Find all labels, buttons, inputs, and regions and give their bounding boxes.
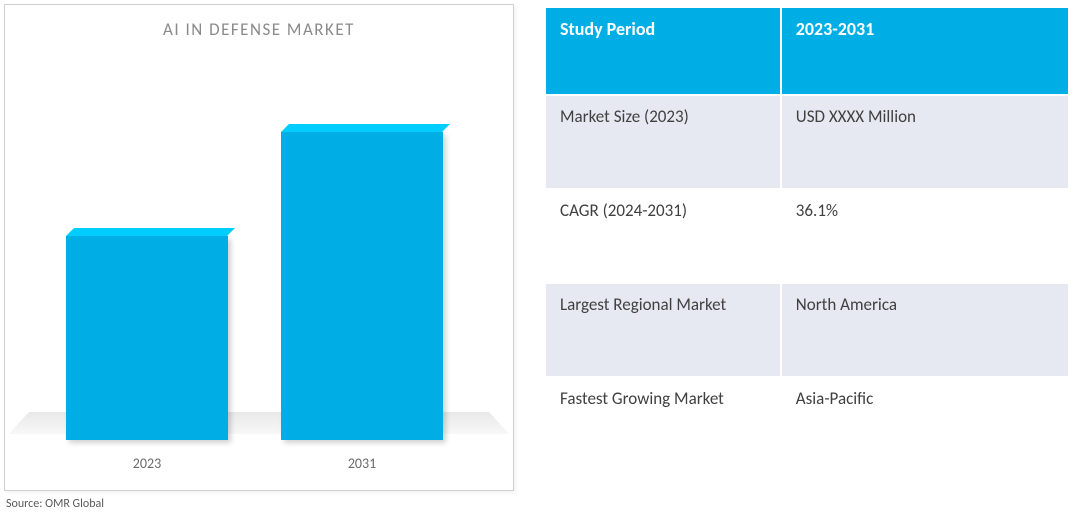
table-cell: 36.1% xyxy=(781,189,1069,283)
table-body: Market Size (2023)USD XXXX MillionCAGR (… xyxy=(545,95,1069,471)
info-table: Study Period2023-2031 Market Size (2023)… xyxy=(544,6,1070,472)
bar-2023: 2023 xyxy=(66,236,227,440)
bar-2031: 2031 xyxy=(281,132,442,440)
table-cell: North America xyxy=(781,283,1069,377)
table-cell: CAGR (2024-2031) xyxy=(545,189,781,283)
x-axis-label: 2031 xyxy=(281,455,442,472)
table-row: Largest Regional MarketNorth America xyxy=(545,283,1069,377)
bar-chart: AI IN DEFENSE MARKET 2023 2031 xyxy=(4,4,514,491)
table-cell: Fastest Growing Market xyxy=(545,377,781,471)
table-row: Market Size (2023)USD XXXX Million xyxy=(545,95,1069,189)
table-header-cell: Study Period xyxy=(545,7,781,95)
chart-panel: AI IN DEFENSE MARKET 2023 2031 Source: OM… xyxy=(4,4,514,511)
table-row: Fastest Growing MarketAsia-Pacific xyxy=(545,377,1069,471)
table-cell: USD XXXX Million xyxy=(781,95,1069,189)
table-cell: Largest Regional Market xyxy=(545,283,781,377)
table-cell: Market Size (2023) xyxy=(545,95,781,189)
table-cell: Asia-Pacific xyxy=(781,377,1069,471)
x-axis-label: 2023 xyxy=(66,455,227,472)
table-header-cell: 2023-2031 xyxy=(781,7,1069,95)
table-row: CAGR (2024-2031)36.1% xyxy=(545,189,1069,283)
chart-title: AI IN DEFENSE MARKET xyxy=(5,5,513,46)
table-header-row: Study Period2023-2031 xyxy=(545,7,1069,95)
plot-area: 2023 2031 xyxy=(35,55,483,440)
info-table-panel: Study Period2023-2031 Market Size (2023)… xyxy=(544,4,1070,511)
source-attribution: Source: OMR Global xyxy=(4,491,514,511)
